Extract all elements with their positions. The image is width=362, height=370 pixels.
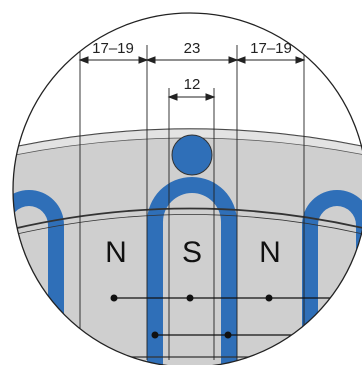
leader-dot (187, 295, 194, 302)
round-hole (172, 135, 212, 175)
pole-label-left: N (105, 236, 127, 269)
leader-dot (152, 332, 159, 339)
pole-label-right: N (259, 236, 281, 269)
leader-dot (111, 295, 118, 302)
dimension-right-gap: 17–19 (250, 40, 292, 57)
dimension-left-gap: 17–19 (92, 40, 134, 57)
dimension-center-gap: 23 (184, 40, 201, 57)
leader-dot (225, 332, 232, 339)
dimension-hole: 12 (184, 76, 201, 93)
leader-dot (266, 295, 273, 302)
pole-label-center: S (182, 236, 202, 269)
